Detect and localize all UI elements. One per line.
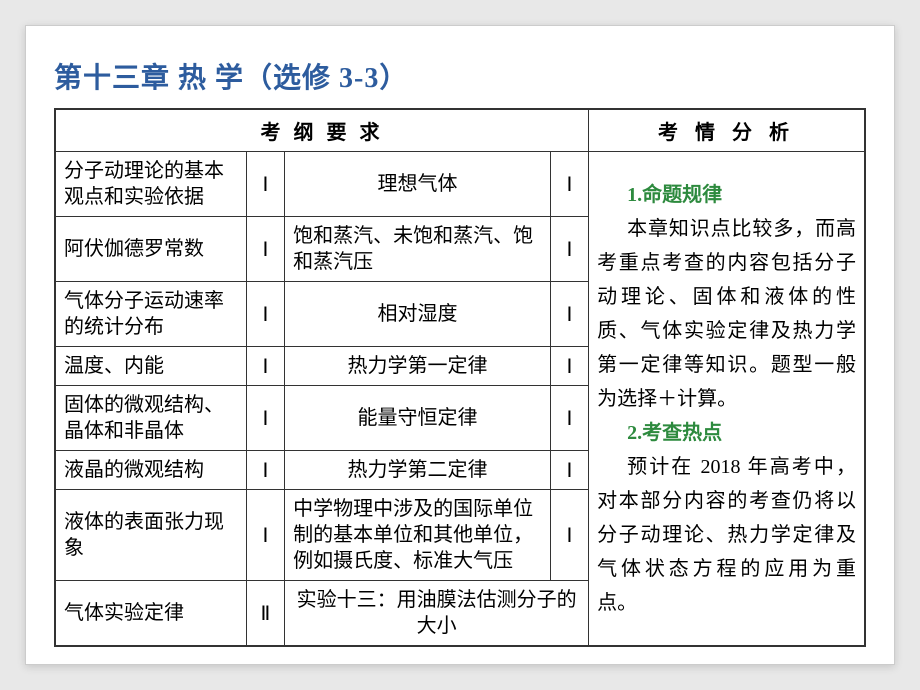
analysis-heading-1: 1.命题规律 [597, 178, 856, 212]
topic-cell: 气体分子运动速率的统计分布 [55, 282, 246, 347]
analysis-para-2: 预计在 2018 年高考中，对本部分内容的考查仍将以分子动理论、热力学定律及气体… [597, 450, 856, 620]
table-row: 分子动理论的基本观点和实验依据 Ⅰ 理想气体 Ⅰ 1.命题规律 本章知识点比较多… [55, 152, 865, 217]
level-cell: Ⅰ [246, 152, 284, 217]
level-cell: Ⅰ [550, 490, 588, 581]
header-requirements: 考 纲 要 求 [55, 109, 589, 152]
level-cell: Ⅰ [246, 347, 284, 386]
level-cell: Ⅰ [550, 217, 588, 282]
level-cell: Ⅰ [550, 386, 588, 451]
topic-cell: 热力学第二定律 [285, 451, 551, 490]
level-cell: Ⅰ [550, 282, 588, 347]
topic-cell: 阿伏伽德罗常数 [55, 217, 246, 282]
level-cell: Ⅰ [550, 451, 588, 490]
topic-cell: 分子动理论的基本观点和实验依据 [55, 152, 246, 217]
analysis-heading-2: 2.考查热点 [597, 416, 856, 450]
topic-cell: 温度、内能 [55, 347, 246, 386]
topic-cell: 饱和蒸汽、未饱和蒸汽、饱和蒸汽压 [285, 217, 551, 282]
level-cell: Ⅱ [246, 581, 284, 647]
topic-cell: 热力学第一定律 [285, 347, 551, 386]
chapter-title: 第十三章 热 学（选修 3-3） [54, 56, 866, 96]
header-analysis: 考 情 分 析 [589, 109, 865, 152]
level-cell: Ⅰ [246, 282, 284, 347]
analysis-para-1: 本章知识点比较多，而高考重点考查的内容包括分子动理论、固体和液体的性质、气体实验… [597, 212, 856, 416]
level-cell: Ⅰ [246, 451, 284, 490]
level-cell: Ⅰ [550, 347, 588, 386]
topic-cell: 相对湿度 [285, 282, 551, 347]
level-cell: Ⅰ [246, 386, 284, 451]
analysis-cell: 1.命题规律 本章知识点比较多，而高考重点考查的内容包括分子动理论、固体和液体的… [589, 152, 865, 647]
syllabus-table: 考 纲 要 求 考 情 分 析 分子动理论的基本观点和实验依据 Ⅰ 理想气体 Ⅰ… [54, 108, 866, 647]
topic-cell: 液晶的微观结构 [55, 451, 246, 490]
page-container: 第十三章 热 学（选修 3-3） 考 纲 要 求 考 情 分 析 分子动理论的基… [25, 25, 895, 665]
topic-cell: 液体的表面张力现象 [55, 490, 246, 581]
topic-cell: 理想气体 [285, 152, 551, 217]
topic-cell: 实验十三：用油膜法估测分子的大小 [285, 581, 589, 647]
level-cell: Ⅰ [550, 152, 588, 217]
level-cell: Ⅰ [246, 217, 284, 282]
topic-cell: 气体实验定律 [55, 581, 246, 647]
level-cell: Ⅰ [246, 490, 284, 581]
header-row: 考 纲 要 求 考 情 分 析 [55, 109, 865, 152]
topic-cell: 固体的微观结构、晶体和非晶体 [55, 386, 246, 451]
topic-cell: 中学物理中涉及的国际单位制的基本单位和其他单位，例如摄氏度、标准大气压 [285, 490, 551, 581]
topic-cell: 能量守恒定律 [285, 386, 551, 451]
